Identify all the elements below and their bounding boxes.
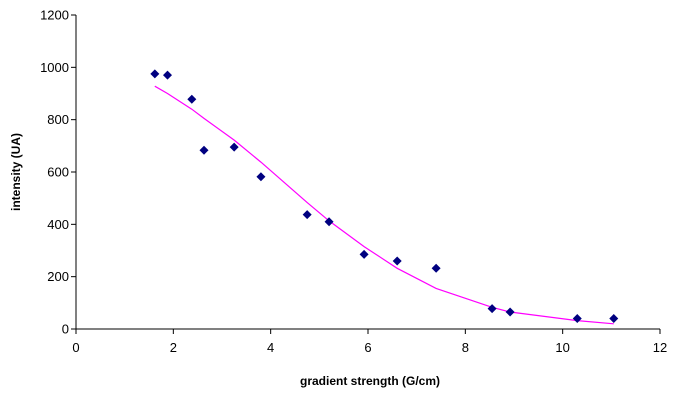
data-point <box>324 217 334 227</box>
x-tick-label: 0 <box>72 340 79 355</box>
y-tick-label: 1000 <box>40 60 69 75</box>
x-tick-label: 6 <box>364 340 371 355</box>
data-point <box>505 307 515 317</box>
plot-area: 0 200 400 600 800 1000 1200 0 2 4 6 8 10 12 <box>40 8 667 356</box>
y-tick-label: 0 <box>62 322 69 337</box>
x-tick-label: 8 <box>462 340 469 355</box>
data-point <box>392 256 402 266</box>
x-tick-label: 10 <box>555 340 569 355</box>
data-point <box>302 210 312 220</box>
data-point <box>187 94 197 104</box>
y-tick-label: 1200 <box>40 8 69 23</box>
data-point <box>487 304 497 314</box>
y-tick-label: 400 <box>47 217 69 232</box>
y-tick-label: 600 <box>47 165 69 180</box>
data-point <box>229 142 239 152</box>
data-point <box>162 70 172 80</box>
x-tick-label: 2 <box>170 340 177 355</box>
data-point <box>359 249 369 259</box>
x-tick-label: 12 <box>653 340 667 355</box>
data-point <box>199 145 209 155</box>
x-axis-title: gradient strength (G/cm) <box>300 374 440 388</box>
y-tick-label: 800 <box>47 112 69 127</box>
data-point <box>609 314 619 324</box>
data-point <box>431 263 441 273</box>
y-axis-title: intensity (UA) <box>9 133 23 211</box>
data-point <box>256 172 266 182</box>
data-point <box>150 69 160 79</box>
fit-line <box>154 85 614 325</box>
data-point <box>572 314 582 324</box>
x-tick-label: 4 <box>267 340 274 355</box>
y-tick-label: 200 <box>47 269 69 284</box>
